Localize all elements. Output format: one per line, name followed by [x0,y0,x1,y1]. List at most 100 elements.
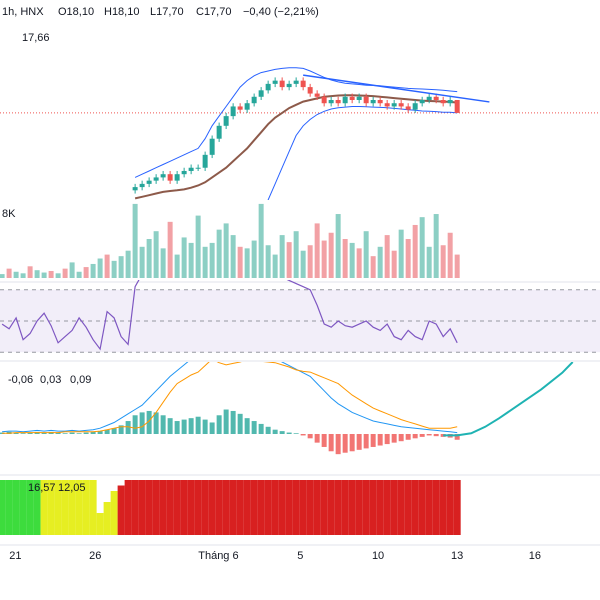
candle-body [272,80,278,84]
macd-line [2,362,458,434]
bar [125,250,131,278]
bar [348,480,356,535]
bar [222,480,230,535]
candle-body [286,83,292,88]
bar [201,480,209,535]
bar [12,480,20,535]
histogram-bar [349,434,355,452]
bar [55,273,61,278]
bar [223,223,229,278]
candle-body [314,93,320,97]
bar [285,480,293,535]
bar [433,214,439,278]
bar [447,232,453,278]
histogram-bar [27,432,33,434]
bar [286,242,292,278]
candle-body [146,180,152,184]
bar [439,480,447,535]
histogram-bar [209,422,215,434]
candle-body [230,106,236,117]
macd-label: 0,03 [40,374,61,386]
overlay-line [267,106,458,200]
histogram-bar [433,434,439,437]
candle-body [433,96,439,100]
overlay-line [134,94,458,200]
bar [180,480,188,535]
histogram-bar [307,434,313,439]
bar [426,246,432,278]
x-tick-label: Tháng 6 [198,550,238,562]
bar [0,274,5,278]
candle-body [447,100,453,104]
bar [432,480,440,535]
signal-line [2,362,458,434]
histogram-bar [370,434,376,447]
chart-title: 1h, HNX [2,6,44,18]
bar [20,273,26,278]
bar [209,242,215,278]
bar [181,237,187,278]
pane [0,67,600,200]
bar [265,245,271,278]
bar [237,246,243,278]
overlay-line [134,67,458,178]
candle-body [300,80,306,88]
candle-body [258,90,264,97]
histogram-bar [13,432,19,434]
histogram-bar [20,433,26,434]
bar [446,480,454,535]
bar [117,485,125,535]
bar [41,272,47,278]
histogram-bar [237,413,243,434]
bar [110,491,118,535]
bar [34,270,40,278]
histogram-bar [69,432,75,434]
candle-body [160,174,166,178]
bar [194,480,202,535]
bar [75,480,83,535]
histogram-bar [321,434,327,447]
bar [328,232,334,278]
candle-body [454,100,460,113]
bar [398,229,404,278]
bar [272,254,278,278]
histogram-bar [391,434,397,443]
candle-body [335,100,341,104]
ohlc-label: C17,70 [196,6,231,18]
candle-body [188,167,194,171]
bar [320,480,328,535]
histogram-bar [174,421,180,434]
histogram-bar [181,419,187,434]
bar [229,480,237,535]
histogram-bar [328,434,334,452]
histogram-bar [384,434,390,445]
bar [349,242,355,278]
bar [76,271,82,278]
histogram-bar [356,434,362,450]
candle-body [293,80,299,84]
bar [40,480,48,535]
bar [27,266,33,278]
histogram-bar [216,415,222,434]
histogram-bar [272,429,278,434]
bar [138,480,146,535]
bar [341,480,349,535]
candle-body [279,80,285,88]
bar [440,245,446,278]
bar [153,231,159,278]
candle-body [440,100,446,104]
candle-body [412,103,418,110]
bar [377,246,383,278]
candle-body [223,116,229,126]
pane-label: 12,05 [58,482,86,494]
histogram-bar [293,433,299,434]
bar [0,480,6,535]
histogram-bar [167,418,173,434]
bar [82,480,90,535]
bar [124,480,132,535]
bar [342,239,348,278]
histogram-bar [440,434,446,437]
candle-body [391,103,397,107]
bar [61,480,69,535]
